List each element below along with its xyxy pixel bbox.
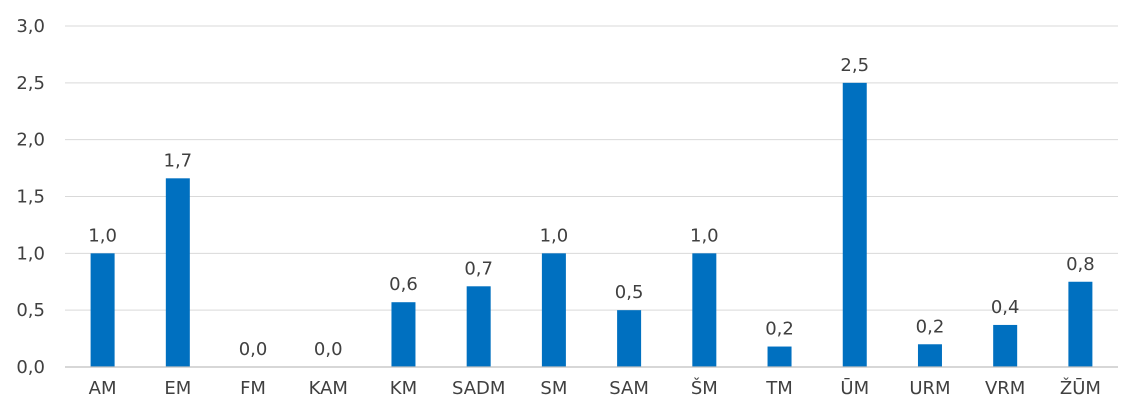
x-tick-label: ŽŪM — [1060, 377, 1101, 399]
x-tick-label: SADM — [452, 378, 505, 399]
x-tick-label: URM — [909, 378, 950, 399]
x-tick-label: TM — [765, 378, 793, 399]
data-label: 0,2 — [765, 319, 794, 340]
bar — [1068, 281, 1093, 367]
data-label: 0,7 — [464, 258, 493, 279]
bar — [90, 253, 115, 367]
data-label: 0,0 — [314, 339, 343, 360]
x-tick-label: AM — [89, 378, 117, 399]
y-tick-label: 0,5 — [16, 300, 45, 321]
x-axis-ticks: AM EM FM KAM KM SADM SM SAM ŠM TM ŪM URM VRM ŽŪM — [89, 377, 1101, 399]
data-label: 2,5 — [840, 55, 869, 76]
data-label: 0,2 — [916, 316, 945, 337]
x-tick-label: KM — [390, 378, 417, 399]
bars — [90, 82, 1093, 367]
bar — [692, 253, 717, 367]
x-tick-label: ŠM — [691, 377, 718, 399]
data-label: 0,0 — [239, 339, 268, 360]
bar — [165, 178, 190, 367]
y-tick-label: 2,0 — [16, 130, 45, 151]
x-tick-label: VRM — [985, 378, 1025, 399]
bar — [842, 82, 867, 367]
y-tick-label: 1,0 — [16, 243, 45, 264]
x-tick-label: SAM — [609, 378, 649, 399]
bar — [466, 286, 491, 367]
data-label: 0,8 — [1066, 254, 1095, 275]
data-label: 1,0 — [690, 225, 719, 246]
bar — [767, 346, 792, 367]
data-label: 0,4 — [991, 297, 1020, 318]
y-axis-ticks: 0,0 0,5 1,0 1,5 2,0 2,5 3,0 — [16, 16, 45, 378]
x-tick-label: ŪM — [840, 377, 869, 399]
data-label: 0,6 — [389, 274, 418, 295]
data-label: 1,7 — [164, 150, 193, 171]
bar — [541, 253, 566, 367]
data-label: 1,0 — [540, 225, 569, 246]
y-tick-label: 3,0 — [16, 16, 45, 37]
data-label: 0,5 — [615, 282, 644, 303]
data-labels: 1,0 1,7 0,0 0,0 0,6 0,7 1,0 0,5 1,0 0,2 2,5 0,2 0,4 0… — [88, 55, 1094, 360]
bar — [617, 310, 642, 367]
gridlines — [65, 25, 1118, 311]
x-tick-label: EM — [164, 378, 191, 399]
data-label: 1,0 — [88, 225, 117, 246]
bar — [993, 324, 1018, 367]
x-tick-label: SM — [540, 378, 567, 399]
bar — [391, 302, 416, 367]
bar — [917, 344, 942, 367]
x-tick-label: FM — [240, 378, 266, 399]
y-tick-label: 0,0 — [16, 357, 45, 378]
y-tick-label: 1,5 — [16, 187, 45, 208]
x-tick-label: KAM — [309, 378, 348, 399]
y-tick-label: 2,5 — [16, 73, 45, 94]
